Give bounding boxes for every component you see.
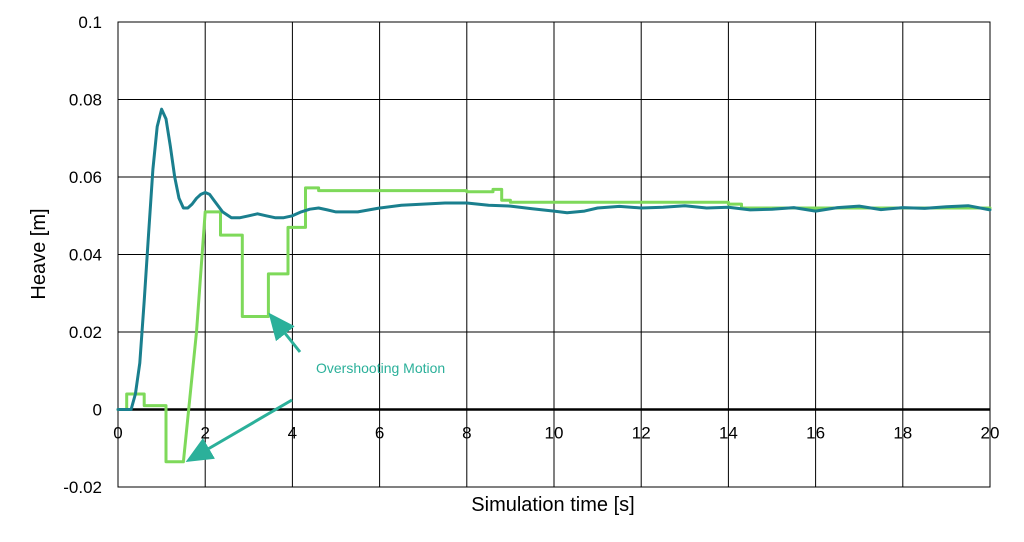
x-tick-label: 20	[981, 424, 1000, 443]
x-tick-label: 12	[632, 424, 651, 443]
x-axis-title: Simulation time [s]	[471, 494, 634, 516]
overshooting-motion-label: Overshooting Motion	[316, 360, 445, 376]
y-tick-label: 0.04	[69, 246, 102, 265]
x-tick-label: 2	[200, 424, 209, 443]
y-tick-label: 0.1	[78, 13, 102, 32]
x-tick-label: 18	[893, 424, 912, 443]
annotation-layer: Overshooting Motion	[185, 312, 445, 463]
x-tick-label: 0	[113, 424, 122, 443]
y-tick-label: 0.08	[69, 91, 102, 110]
x-tick-label: 4	[288, 424, 297, 443]
plot-frame	[117, 21, 991, 488]
y-axis-title: Heave [m]	[28, 208, 50, 299]
x-tick-label: 10	[545, 424, 564, 443]
y-tick-label: 0.02	[69, 323, 102, 342]
y-tick-label: 0	[93, 401, 102, 420]
grid-layer	[117, 21, 991, 488]
tick-label-layer: 0 2 4 6 8 10 12 14 16 18 20 -0.02 0 0.02 0.04 0.06 0.08 0…	[63, 13, 999, 497]
series-layer	[116, 107, 992, 464]
x-tick-label: 8	[462, 424, 471, 443]
y-tick-label: 0.06	[69, 168, 102, 187]
overshoot-arrow-upper	[268, 312, 302, 353]
y-tick-label: -0.02	[63, 478, 102, 497]
heave-series-line-teal	[116, 107, 992, 411]
heave-series-line-green	[116, 186, 992, 464]
x-tick-label: 14	[719, 424, 738, 443]
overshoot-arrow-lower	[185, 398, 293, 463]
x-tick-label: 6	[375, 424, 384, 443]
x-tick-label: 16	[806, 424, 825, 443]
